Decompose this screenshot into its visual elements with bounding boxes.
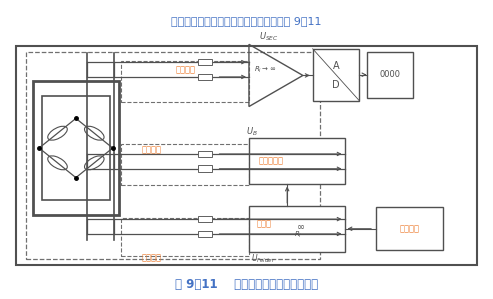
Text: $R_i \rightarrow \infty$: $R_i \rightarrow \infty$ <box>254 64 276 75</box>
Bar <box>198 231 211 237</box>
Text: 电压发生器: 电压发生器 <box>259 156 284 165</box>
Text: 0000: 0000 <box>380 70 400 79</box>
Text: 参考电压: 参考电压 <box>399 224 420 233</box>
Bar <box>26 52 320 259</box>
Bar <box>198 74 211 80</box>
Bar <box>249 138 345 184</box>
Text: 图 9－11    六线制传感器和测量放大器: 图 9－11 六线制传感器和测量放大器 <box>175 278 318 291</box>
Text: 反馈导线: 反馈导线 <box>141 253 161 262</box>
Bar <box>121 144 249 185</box>
Text: 六线制电路图保证最高的精度，原理见图 9－11: 六线制电路图保证最高的精度，原理见图 9－11 <box>171 16 322 26</box>
Text: $U_{SEC}$: $U_{SEC}$ <box>259 31 279 43</box>
Text: $R_i$: $R_i$ <box>294 230 302 240</box>
Bar <box>313 49 359 101</box>
Bar <box>377 207 443 250</box>
Bar <box>198 59 211 65</box>
Bar <box>41 96 110 200</box>
Bar <box>198 151 211 157</box>
Bar <box>198 165 211 172</box>
Text: 比较器: 比较器 <box>256 220 271 229</box>
Text: $U_B$: $U_B$ <box>246 126 258 138</box>
Text: $U_{Felder}$: $U_{Felder}$ <box>251 253 276 265</box>
Text: 供电电压: 供电电压 <box>141 146 161 155</box>
Text: A: A <box>333 61 339 71</box>
Bar <box>249 206 345 252</box>
Text: 测量导线: 测量导线 <box>175 65 195 75</box>
Bar <box>198 216 211 222</box>
Bar <box>16 46 477 265</box>
Bar <box>367 52 413 98</box>
Text: $\infty$: $\infty$ <box>295 221 305 231</box>
Bar <box>121 218 249 256</box>
Bar <box>121 61 249 102</box>
Bar <box>33 81 119 215</box>
Text: D: D <box>332 80 340 90</box>
